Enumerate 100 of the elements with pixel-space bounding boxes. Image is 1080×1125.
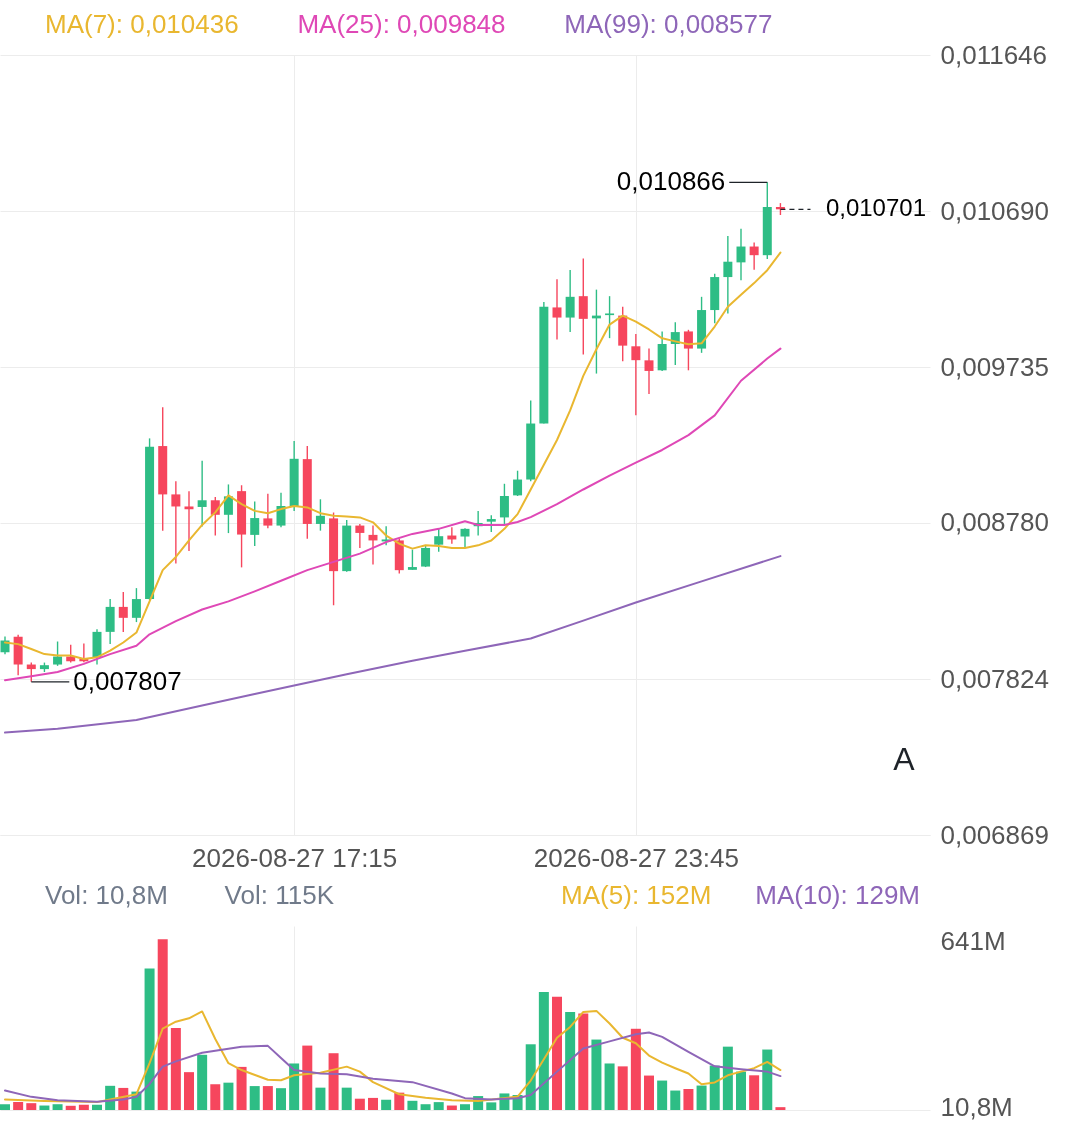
bar	[210, 1084, 221, 1110]
candlestick	[223, 483, 233, 534]
bar	[249, 1086, 260, 1110]
y-tick-label: 641M	[940, 926, 1006, 957]
bar	[315, 1087, 326, 1110]
bar	[289, 1063, 300, 1110]
bar	[52, 1104, 63, 1110]
y-tick-label: 0,006869	[940, 819, 1049, 850]
bar	[604, 1063, 615, 1110]
bar	[486, 1102, 497, 1110]
bar	[92, 1104, 102, 1110]
candlestick	[118, 591, 128, 633]
bar	[552, 996, 562, 1110]
y-tick-label: 0,007824	[940, 663, 1049, 694]
annotation: A	[893, 741, 916, 777]
candlestick	[749, 241, 759, 271]
bar	[368, 1097, 378, 1110]
bar	[578, 1013, 589, 1110]
annotation: 0,007807	[73, 665, 182, 696]
annotation: 0,010866	[616, 166, 726, 197]
line-series	[4, 1031, 782, 1103]
bar	[644, 1075, 654, 1110]
candlestick	[631, 333, 641, 417]
candlestick	[368, 524, 378, 566]
bar	[197, 1054, 208, 1110]
bar	[538, 991, 549, 1110]
candlestick	[552, 278, 562, 341]
candlestick	[197, 460, 207, 528]
x-tick-label: 2026-08-27 17:15	[191, 842, 398, 873]
bar	[709, 1065, 720, 1110]
bar	[223, 1082, 234, 1110]
bar	[341, 1087, 352, 1110]
candlestick	[513, 470, 523, 497]
bar	[0, 1104, 10, 1110]
text: MA(25): 0,009848	[297, 9, 506, 39]
candlestick	[460, 527, 470, 549]
text: MA(10): 129M	[755, 880, 921, 910]
y-tick-label: 0,011646	[940, 39, 1048, 70]
y-tick-label: 0,009735	[940, 351, 1049, 382]
candlestick	[407, 548, 417, 571]
candlestick	[723, 235, 733, 315]
candlestick	[184, 490, 194, 552]
bar	[144, 968, 155, 1110]
bar	[328, 1053, 339, 1110]
candlestick	[578, 257, 588, 356]
bar	[276, 1088, 286, 1110]
text: MA(5): 152M	[561, 880, 712, 910]
bar	[262, 1086, 273, 1110]
y-tick-label: 0,008780	[940, 507, 1049, 538]
candlestick	[683, 329, 693, 371]
candlestick	[250, 500, 260, 547]
text: MA(7): 0,010436	[45, 9, 239, 39]
bar	[525, 1044, 536, 1110]
bar	[565, 1011, 576, 1110]
candlestick	[565, 269, 575, 333]
bar	[381, 1099, 392, 1110]
bar	[749, 1075, 760, 1110]
candlestick	[263, 493, 273, 529]
bar	[184, 1072, 194, 1110]
candlestick	[171, 480, 181, 565]
x-tick-label: 2026-08-27 23:45	[533, 842, 740, 873]
candlestick	[499, 483, 509, 525]
bar	[591, 1039, 602, 1110]
text: MA(99): 0,008577	[564, 9, 773, 39]
line-series	[4, 555, 782, 734]
candlestick	[355, 523, 365, 549]
candlestick	[315, 498, 325, 532]
bar	[657, 1080, 668, 1110]
bar	[460, 1104, 470, 1110]
bar	[354, 1098, 365, 1110]
candlestick	[434, 527, 444, 553]
bar	[407, 1100, 418, 1110]
bar	[13, 1102, 24, 1110]
bar	[683, 1088, 694, 1110]
candlestick	[644, 347, 654, 395]
y-tick-label: 10,8M	[940, 1091, 1013, 1122]
bar	[433, 1102, 444, 1110]
bar	[696, 1085, 707, 1110]
candlestick	[53, 640, 63, 667]
bar	[762, 1049, 773, 1110]
line-series	[4, 1009, 782, 1104]
ref-line-label: 0,010701	[825, 194, 926, 222]
bar	[26, 1103, 37, 1110]
chart-title: Vol: 10,8M	[45, 880, 168, 910]
candlestick	[131, 587, 141, 623]
bar	[157, 939, 168, 1110]
bar	[170, 1027, 181, 1110]
bar	[617, 1066, 628, 1110]
bar	[670, 1090, 681, 1110]
bar	[78, 1104, 89, 1110]
bar	[630, 1028, 641, 1110]
bar	[775, 1107, 786, 1110]
bar	[302, 1045, 313, 1110]
bar	[236, 1066, 247, 1110]
bar	[65, 1105, 76, 1110]
y-tick-label: 0,010690	[940, 195, 1049, 226]
chart-subtitle: Vol: 115K	[224, 880, 335, 910]
candlestick	[736, 228, 746, 282]
bar	[722, 1046, 733, 1110]
bar	[736, 1071, 746, 1110]
